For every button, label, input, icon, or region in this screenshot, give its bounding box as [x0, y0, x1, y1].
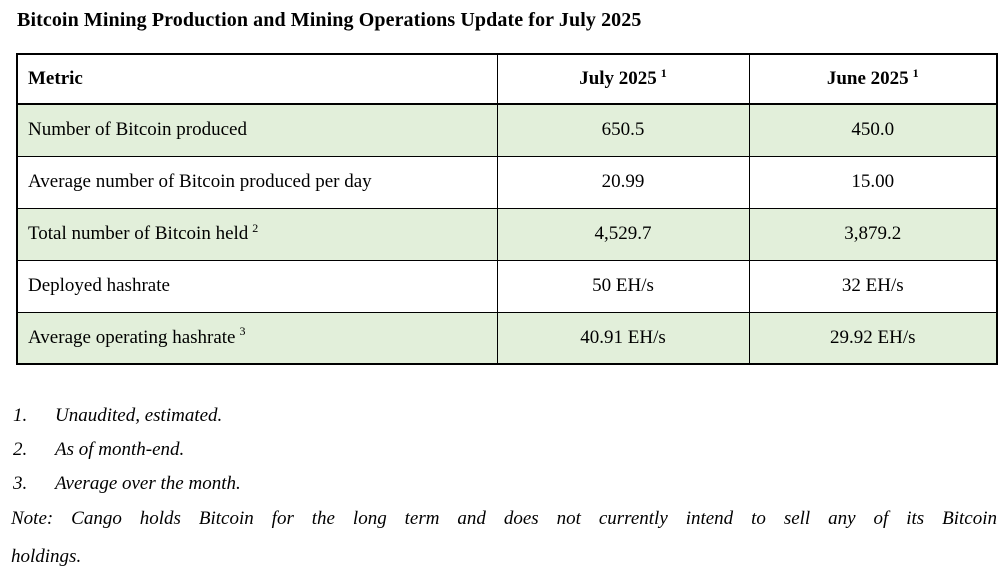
- metric-name: Deployed hashrate: [28, 275, 170, 296]
- june-value-cell: 32 EH/s: [748, 259, 998, 313]
- table-header-row: Metric July 2025 1 June 2025 1: [16, 53, 998, 105]
- footnote-1: 1. Unaudited, estimated.: [13, 404, 998, 428]
- footnote-number: 2.: [13, 439, 28, 460]
- note-line-2: holdings.: [11, 546, 82, 567]
- footnote-ref-1: 1: [912, 65, 919, 80]
- table-row: Number of Bitcoin produced 650.5 450.0: [16, 103, 998, 157]
- footnote-ref-3: 3: [239, 324, 246, 339]
- july-value-cell: 650.5: [496, 103, 750, 157]
- footnote-ref-1: 1: [660, 65, 667, 80]
- holdings-note: Note: Cango holds Bitcoin for the long t…: [11, 500, 997, 576]
- footnote-number: 3.: [13, 473, 28, 494]
- column-header-metric: Metric: [16, 53, 498, 105]
- note-line-1: Note: Cango holds Bitcoin for the long t…: [11, 508, 997, 529]
- june-value-cell: 29.92 EH/s: [748, 311, 998, 365]
- july-value-cell: 4,529.7: [496, 207, 750, 261]
- june-value-cell: 15.00: [748, 155, 998, 209]
- metric-name-cell: Average operating hashrate 3: [16, 311, 498, 365]
- table-row: Average number of Bitcoin produced per d…: [16, 155, 998, 209]
- page-title: Bitcoin Mining Production and Mining Ope…: [17, 9, 642, 31]
- july-value-cell: 20.99: [496, 155, 750, 209]
- footnotes-list: 1. Unaudited, estimated. 2. As of month-…: [13, 404, 998, 506]
- july-value-cell: 50 EH/s: [496, 259, 750, 313]
- june-value-cell: 450.0: [748, 103, 998, 157]
- footnote-text: As of month-end.: [55, 439, 185, 460]
- june-value-cell: 3,879.2: [748, 207, 998, 261]
- metric-name-cell: Average number of Bitcoin produced per d…: [16, 155, 498, 209]
- column-header-metric-label: Metric: [28, 68, 83, 89]
- metric-name: Total number of Bitcoin held: [28, 223, 249, 244]
- column-header-june-2025: June 2025 1: [748, 53, 998, 105]
- footnote-number: 1.: [13, 405, 28, 426]
- table-row: Average operating hashrate 3 40.91 EH/s 2…: [16, 311, 998, 365]
- metric-name-cell: Total number of Bitcoin held 2: [16, 207, 498, 261]
- footnote-ref-2: 2: [252, 220, 259, 235]
- metric-name-cell: Deployed hashrate: [16, 259, 498, 313]
- metric-name-cell: Number of Bitcoin produced: [16, 103, 498, 157]
- footnote-text: Average over the month.: [55, 473, 241, 494]
- footnote-3: 3. Average over the month.: [13, 472, 998, 496]
- metric-name: Average operating hashrate: [28, 326, 236, 348]
- column-header-july-2025: July 2025 1: [496, 53, 750, 105]
- july-value-cell: 40.91 EH/s: [496, 311, 750, 365]
- column-header-june-label: June 2025: [826, 68, 909, 89]
- footnote-text: Unaudited, estimated.: [55, 405, 223, 426]
- mining-metrics-table: Metric July 2025 1 June 2025 1 Number of B…: [16, 53, 998, 365]
- column-header-july-label: July 2025: [579, 68, 657, 89]
- metric-name: Average number of Bitcoin produced per d…: [28, 171, 372, 192]
- metric-name: Number of Bitcoin produced: [28, 119, 247, 141]
- table-row: Total number of Bitcoin held 2 4,529.7 3,…: [16, 207, 998, 261]
- table-row: Deployed hashrate 50 EH/s 32 EH/s: [16, 259, 998, 313]
- footnote-2: 2. As of month-end.: [13, 438, 998, 462]
